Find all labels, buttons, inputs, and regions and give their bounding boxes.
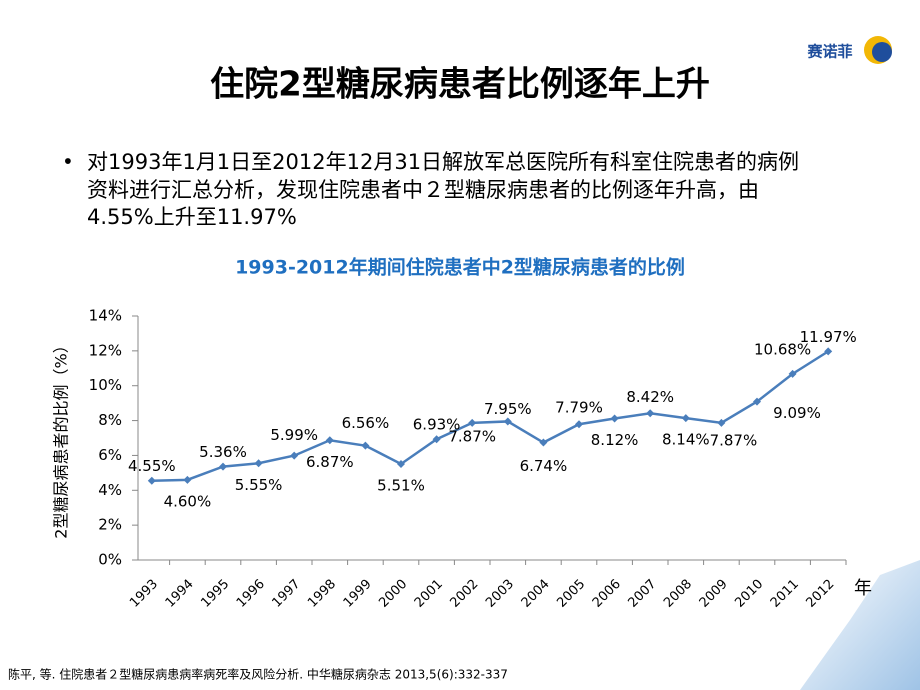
x-tick-label: 2010: [732, 577, 766, 611]
data-point: [539, 438, 548, 447]
x-axis-label: 年: [854, 578, 872, 599]
data-label: 10.68%: [754, 340, 811, 358]
logo-text: 赛诺菲: [806, 43, 852, 61]
x-tick-label: 1993: [127, 577, 161, 611]
data-point: [183, 475, 192, 484]
data-point: [717, 418, 726, 427]
y-tick-label: 0%: [98, 551, 122, 569]
data-label: 4.60%: [164, 492, 212, 510]
data-point: [290, 451, 299, 460]
data-point: [468, 418, 477, 427]
data-point: [219, 462, 227, 471]
data-label: 5.99%: [270, 426, 318, 444]
data-point: [147, 476, 156, 485]
x-tick-label: 2005: [554, 577, 588, 611]
data-point: [753, 397, 761, 406]
data-label: 6.56%: [342, 414, 390, 432]
x-tick-label: 1996: [234, 577, 268, 611]
x-tick-label: 2008: [661, 577, 695, 611]
x-tick-label: 1997: [269, 577, 303, 611]
data-point: [361, 441, 370, 450]
data-point: [610, 414, 619, 423]
x-tick-label: 1999: [341, 577, 375, 611]
data-point: [254, 459, 263, 468]
x-tick-label: 2011: [768, 577, 802, 611]
x-tick-label: 2012: [803, 577, 837, 611]
y-tick-label: 12%: [89, 341, 122, 359]
bullet-line: 4.55%上升至11.97%: [87, 205, 297, 229]
bullet-symbol: •: [62, 150, 74, 174]
data-point: [397, 459, 405, 468]
x-tick-label: 2001: [412, 577, 446, 611]
data-point: [646, 409, 655, 418]
slide-title: 住院2型糖尿病患者比例逐年上升: [210, 65, 710, 105]
data-point: [503, 417, 512, 426]
x-tick-label: 2006: [590, 577, 624, 611]
data-point: [575, 420, 583, 429]
data-point: [788, 369, 797, 378]
data-point: [325, 436, 334, 445]
y-axis-label: 2型糖尿病患者的比例（%）: [52, 337, 71, 538]
y-tick-label: 14%: [89, 307, 122, 325]
x-tick-label: 2003: [483, 577, 517, 611]
series-line: [151, 350, 829, 482]
x-tick-label: 2007: [625, 577, 659, 611]
data-point: [681, 414, 690, 423]
y-tick-label: 6%: [98, 446, 122, 464]
data-label: 8.14%: [662, 431, 710, 449]
background-mountain: [800, 560, 920, 690]
y-tick-label: 2%: [98, 516, 122, 534]
bullet-line: 资料进行汇总分析，发现住院患者中２型糖尿病患者的比例逐年升高，由: [87, 178, 759, 202]
y-tick-label: 10%: [89, 376, 122, 394]
data-label: 7.95%: [484, 400, 532, 418]
chart-title: 1993-2012年期间住院患者中2型糖尿病患者的比例: [235, 256, 685, 279]
x-tick-label: 2009: [697, 577, 731, 611]
data-point: [824, 347, 833, 356]
data-label: 8.12%: [591, 431, 639, 449]
data-label: 4.55%: [128, 457, 176, 475]
data-label: 8.42%: [626, 388, 674, 406]
data-label: 6.93%: [413, 416, 461, 434]
x-tick-label: 1998: [305, 577, 339, 611]
data-label: 7.87%: [710, 431, 758, 449]
data-label: 9.09%: [773, 404, 821, 422]
logo-mark: [872, 42, 892, 62]
data-label: 11.97%: [800, 328, 857, 346]
data-label: 7.79%: [555, 399, 603, 417]
x-tick-label: 1994: [163, 577, 197, 611]
data-label: 6.74%: [520, 457, 568, 475]
y-tick-label: 8%: [98, 411, 122, 429]
data-point: [432, 435, 441, 444]
footnote: 陈平, 等. 住院患者２型糖尿病患病率病死率及风险分析. 中华糖尿病杂志 201…: [8, 667, 508, 682]
data-label: 7.87%: [448, 427, 496, 445]
data-label: 5.36%: [199, 443, 247, 461]
bullet-line: 对1993年1月1日至2012年12月31日解放军总医院所有科室住院患者的病例: [87, 150, 799, 174]
data-label: 5.55%: [235, 476, 283, 494]
data-label: 6.87%: [306, 453, 354, 471]
y-tick-label: 4%: [98, 481, 122, 499]
x-tick-label: 2000: [376, 577, 410, 611]
x-tick-label: 1995: [198, 577, 232, 611]
x-tick-label: 2004: [519, 577, 553, 611]
x-tick-label: 2002: [447, 577, 481, 611]
data-label: 5.51%: [377, 476, 425, 494]
